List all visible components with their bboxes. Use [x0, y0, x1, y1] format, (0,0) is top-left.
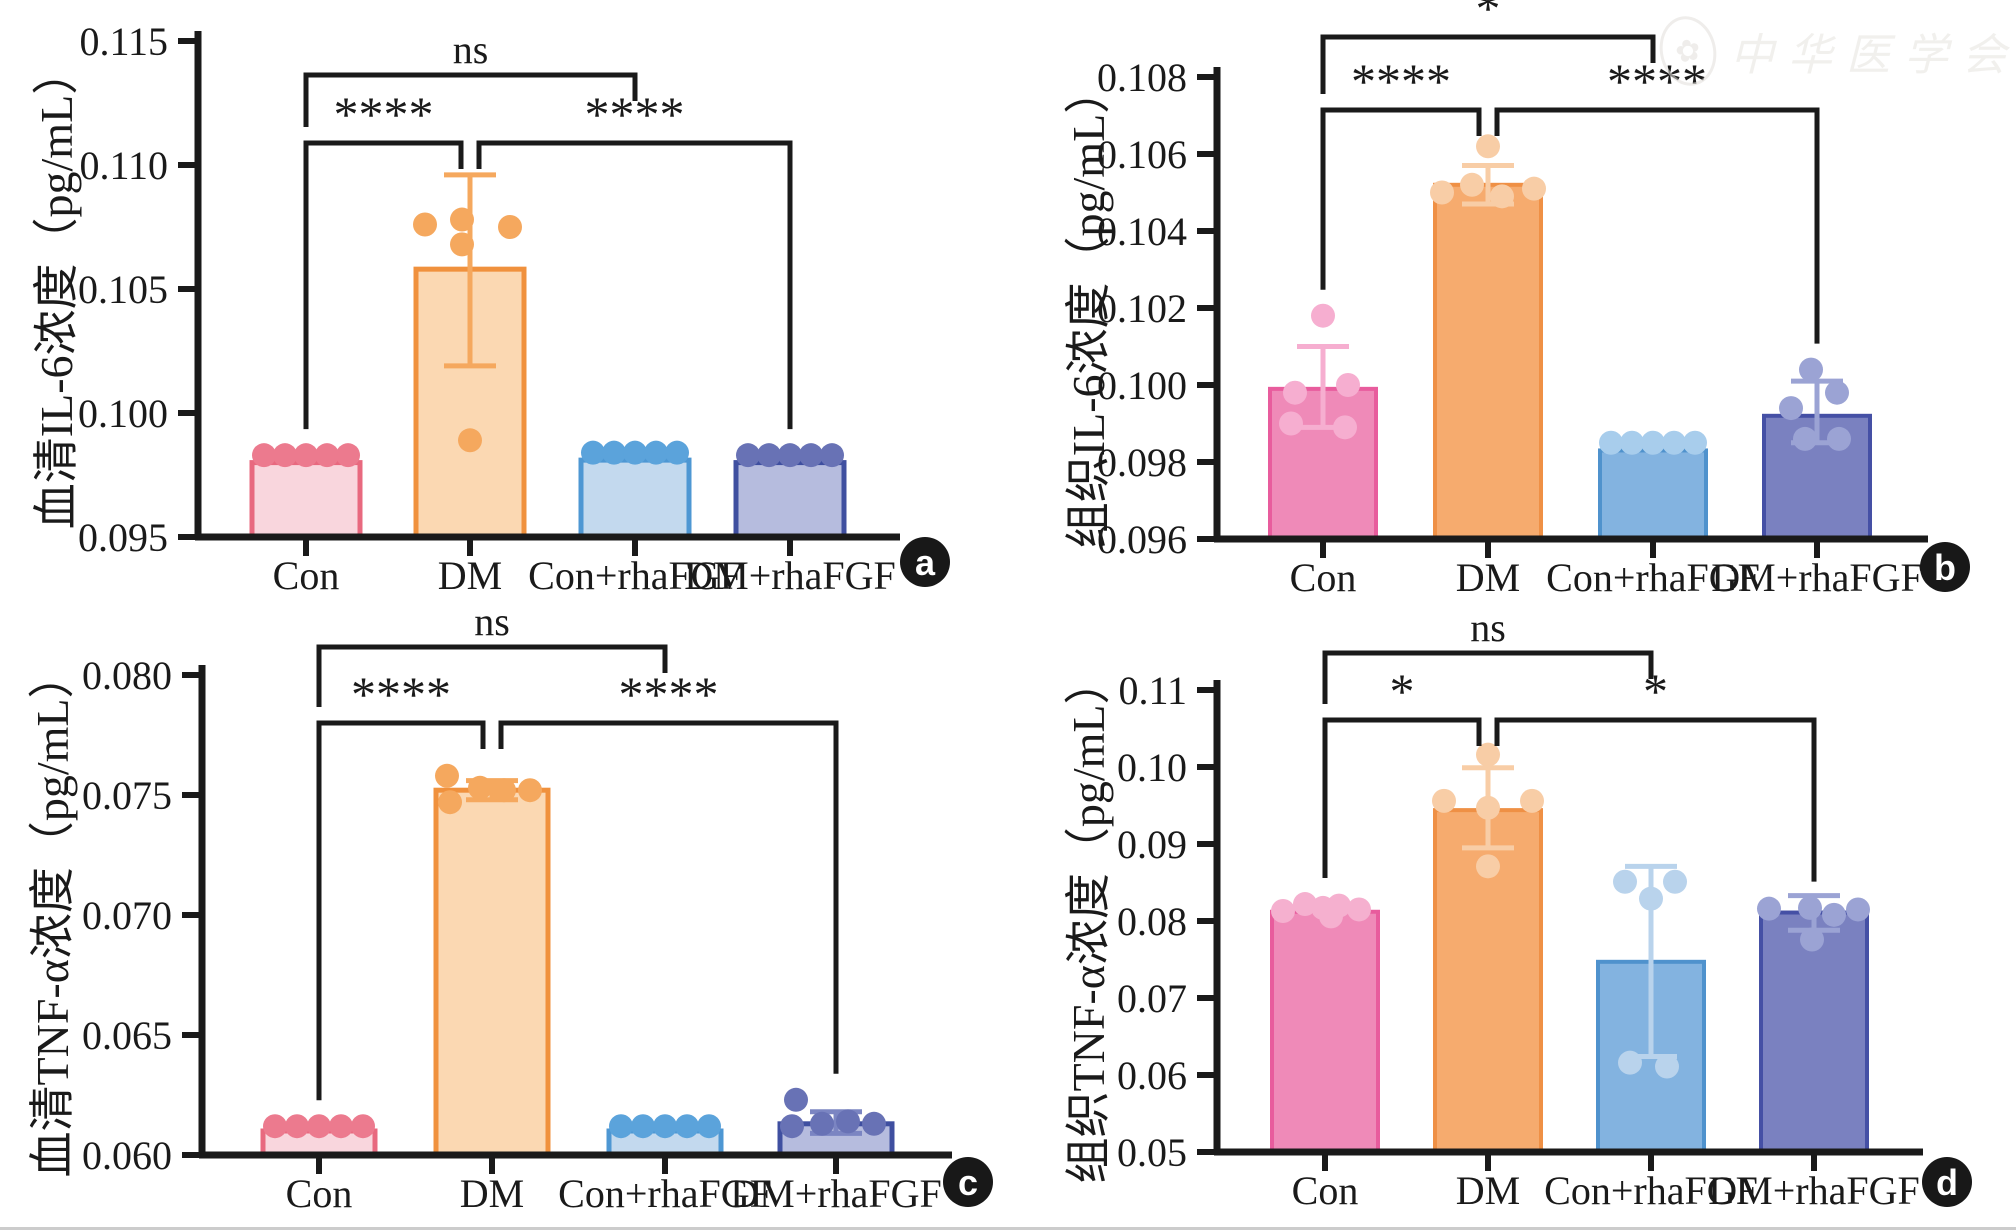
y-tick-label: 0.110 [79, 143, 168, 188]
y-tick-label: 0.100 [1097, 363, 1187, 408]
y-tick-label: 0.070 [82, 893, 172, 938]
significance-label: ns [1470, 615, 1506, 650]
x-category-label: DM+rhaFGF [1708, 1168, 1919, 1213]
y-tick-label: 0.07 [1117, 976, 1187, 1021]
significance-label: * [1390, 663, 1415, 719]
significance-label: **** [351, 666, 451, 722]
y-axis-title: 组织IL-6浓度（pg/mL） [1063, 68, 1114, 548]
significance-label: **** [1351, 53, 1451, 109]
x-category-label: Con [1292, 1168, 1359, 1213]
x-category-label: Con [286, 1171, 353, 1216]
y-tick-label: 0.098 [1097, 440, 1187, 485]
y-tick-label: 0.080 [82, 653, 172, 698]
x-category-label: DM+rhaFGF [684, 553, 895, 598]
y-tick-label: 0.104 [1097, 209, 1187, 254]
x-category-label: Con+rhaFGF [1544, 1168, 1758, 1213]
x-category-label: Con+rhaFGF [1546, 555, 1760, 600]
y-axis-title: 组织TNF-α浓度（pg/mL） [1063, 659, 1114, 1184]
y-tick-label: 0.060 [82, 1133, 172, 1178]
x-category-label: DM+rhaFGF [730, 1171, 941, 1216]
chart-tissue-tnfa: ns * * 0.11 0.10 0.09 0.08 0.07 0.06 0.05 Con DM Con… [1063, 615, 1972, 1213]
x-category-label: Con [1290, 555, 1357, 600]
significance-label: ns [474, 615, 510, 644]
y-tick-label: 0.06 [1117, 1053, 1187, 1098]
panel-badge: d [1936, 1162, 1958, 1203]
chart-serum-il6: ns **** **** 0.115 0.110 0.105 0.100 0.095 Con DM… [31, 19, 950, 598]
panel-tissue-il6: * **** **** 0.108 0.106 0.104 0.102 0.100 0.098 0… [1008, 0, 2016, 615]
y-tick-label: 0.05 [1117, 1130, 1187, 1175]
x-category-label: Con+rhaFGF [528, 553, 742, 598]
significance-label: **** [1607, 53, 1707, 109]
chart-serum-tnfa: ns **** **** 0.080 0.075 0.070 0.065 0.060 Con DM… [27, 615, 993, 1216]
significance-label: **** [334, 86, 434, 142]
panel-badge: b [1934, 547, 1956, 588]
y-tick-label: 0.096 [1097, 517, 1187, 562]
x-category-label: DM [1456, 555, 1520, 600]
panel-serum-il6: ns **** **** 0.115 0.110 0.105 0.100 0.095 Con DM… [0, 0, 1008, 615]
x-category-label: DM [1456, 1168, 1520, 1213]
panel-tissue-tnfa: ns * * 0.11 0.10 0.09 0.08 0.07 0.06 0.05 Con DM Con… [1008, 615, 2016, 1230]
y-tick-label: 0.11 [1118, 668, 1187, 713]
x-category-label: Con [273, 553, 340, 598]
significance-label: ns [453, 27, 489, 72]
y-tick-label: 0.102 [1097, 286, 1187, 331]
y-tick-label: 0.065 [82, 1013, 172, 1058]
significance-label: **** [585, 86, 685, 142]
x-category-label: Con+rhaFGF [558, 1171, 772, 1216]
significance-label: * [1643, 663, 1668, 719]
y-tick-label: 0.08 [1117, 899, 1187, 944]
y-axis-title: 血清TNF-α浓度（pg/mL） [27, 653, 78, 1178]
significance-label: * [1476, 0, 1501, 36]
y-tick-label: 0.10 [1117, 745, 1187, 790]
page-bottom-edge [0, 1227, 2016, 1230]
y-tick-label: 0.095 [78, 515, 168, 560]
y-tick-label: 0.100 [78, 391, 168, 436]
y-tick-label: 0.09 [1117, 822, 1187, 867]
y-tick-label: 0.106 [1097, 132, 1187, 177]
panel-badge: c [958, 1162, 978, 1203]
y-tick-label: 0.075 [82, 773, 172, 818]
x-category-label: DM [460, 1171, 524, 1216]
y-tick-label: 0.105 [78, 267, 168, 312]
panel-serum-tnfa: ns **** **** 0.080 0.075 0.070 0.065 0.060 Con DM… [0, 615, 1008, 1230]
y-axis-title: 血清IL-6浓度（pg/mL） [31, 49, 82, 529]
x-category-label: DM+rhaFGF [1711, 555, 1922, 600]
y-tick-label: 0.115 [79, 19, 168, 64]
x-category-label: DM [438, 553, 502, 598]
significance-label: **** [619, 666, 719, 722]
y-tick-label: 0.108 [1097, 55, 1187, 100]
panel-badge: a [915, 542, 936, 583]
chart-tissue-il6: ***** ****0.1080.1060.1040.1020.1000.0980… [1063, 0, 1970, 600]
